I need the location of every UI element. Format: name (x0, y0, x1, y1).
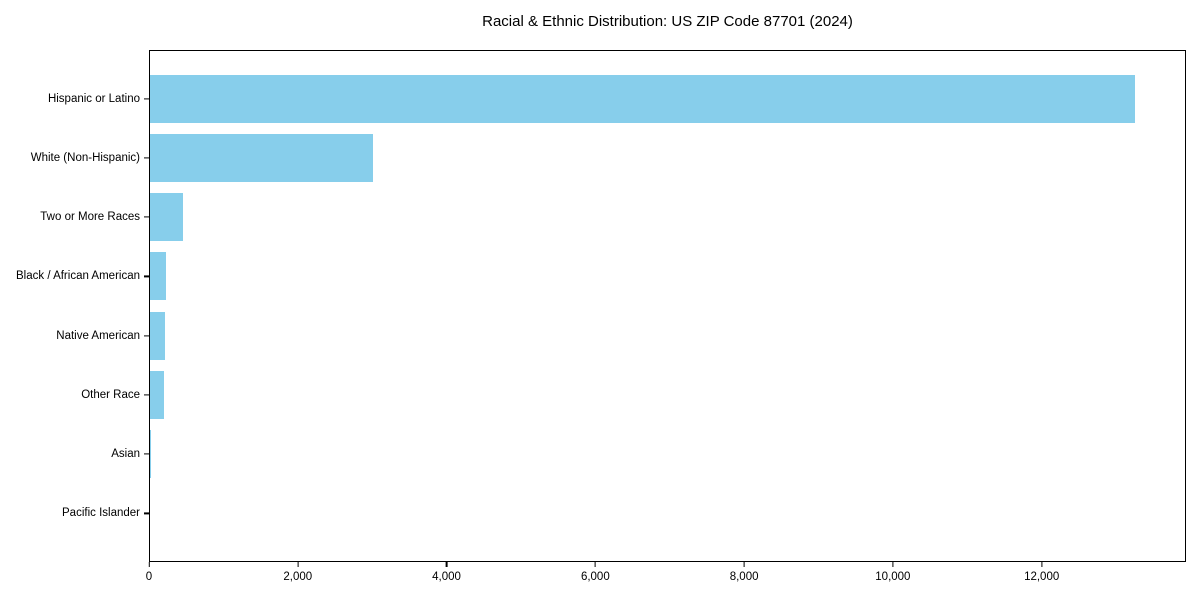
bar (150, 133, 373, 182)
bar (150, 370, 164, 419)
x-axis: 0 2,000 4,000 6,000 8,000 10,000 12,000 (146, 562, 1183, 592)
y-axis-category-label: Native American (56, 329, 140, 342)
y-tick-mark (144, 157, 149, 159)
x-tick: 0 (146, 562, 152, 583)
y-axis-category-label: Hispanic or Latino (47, 92, 140, 105)
x-tick-label: 8,000 (729, 571, 759, 583)
chart-title: Racial & Ethnic Distribution: US ZIP Cod… (482, 13, 853, 30)
x-tick: 2,000 (283, 562, 312, 583)
bar-row: Native American (56, 306, 1185, 365)
x-tick-mark (148, 562, 150, 567)
y-axis-category-label: Two or More Races (40, 211, 140, 224)
x-tick-mark (1041, 562, 1043, 567)
bar-row: Hispanic or Latino (48, 69, 1185, 128)
x-tick: 10,000 (875, 562, 910, 583)
y-axis-category-label: White (Non-Hispanic) (30, 151, 140, 164)
y-tick-mark (144, 216, 149, 218)
y-axis-category-label: Asian (111, 448, 140, 461)
x-tick-mark (297, 562, 299, 567)
y-axis-category-label: Pacific Islander (62, 507, 140, 520)
x-tick: 8,000 (729, 562, 759, 583)
bar (150, 193, 183, 242)
y-tick-mark (144, 453, 149, 455)
x-tick-mark (445, 562, 448, 567)
bars-container: Hispanic or Latino White (Non-Hispanic) … (16, 51, 1185, 561)
x-tick-mark (892, 562, 894, 567)
y-tick-mark (144, 512, 149, 514)
bar-row: Asian (111, 425, 1185, 484)
bar (150, 311, 165, 360)
bar-row: White (Non-Hispanic) (31, 128, 1185, 187)
bar-row: Black / African American (16, 247, 1185, 306)
x-tick-label: 6,000 (580, 571, 610, 583)
bar-row: Two or More Races (40, 188, 1185, 247)
y-axis-category-label: Black / African American (16, 270, 140, 283)
x-tick-label: 4,000 (432, 571, 461, 583)
y-tick-mark (144, 275, 149, 277)
x-tick: 4,000 (432, 562, 461, 583)
x-tick-label: 10,000 (875, 571, 911, 583)
y-tick-mark (144, 98, 149, 100)
y-tick-mark (144, 394, 149, 396)
bar-row: Pacific Islander (62, 484, 1185, 543)
x-tick-mark (594, 562, 596, 567)
x-tick-label: 12,000 (1024, 571, 1060, 583)
y-tick-mark (144, 335, 149, 337)
x-tick: 6,000 (581, 562, 610, 583)
y-axis-category-label: Other Race (81, 388, 140, 401)
bar (150, 74, 1136, 123)
x-tick-mark (743, 562, 745, 567)
x-tick-label: 0 (145, 571, 153, 583)
bar (150, 430, 152, 479)
x-tick-label: 2,000 (283, 571, 313, 583)
bar (150, 252, 166, 301)
plot-area: Hispanic or Latino White (Non-Hispanic) … (16, 50, 1186, 562)
bar-row: Other Race (81, 365, 1185, 424)
x-tick: 12,000 (1024, 562, 1059, 583)
